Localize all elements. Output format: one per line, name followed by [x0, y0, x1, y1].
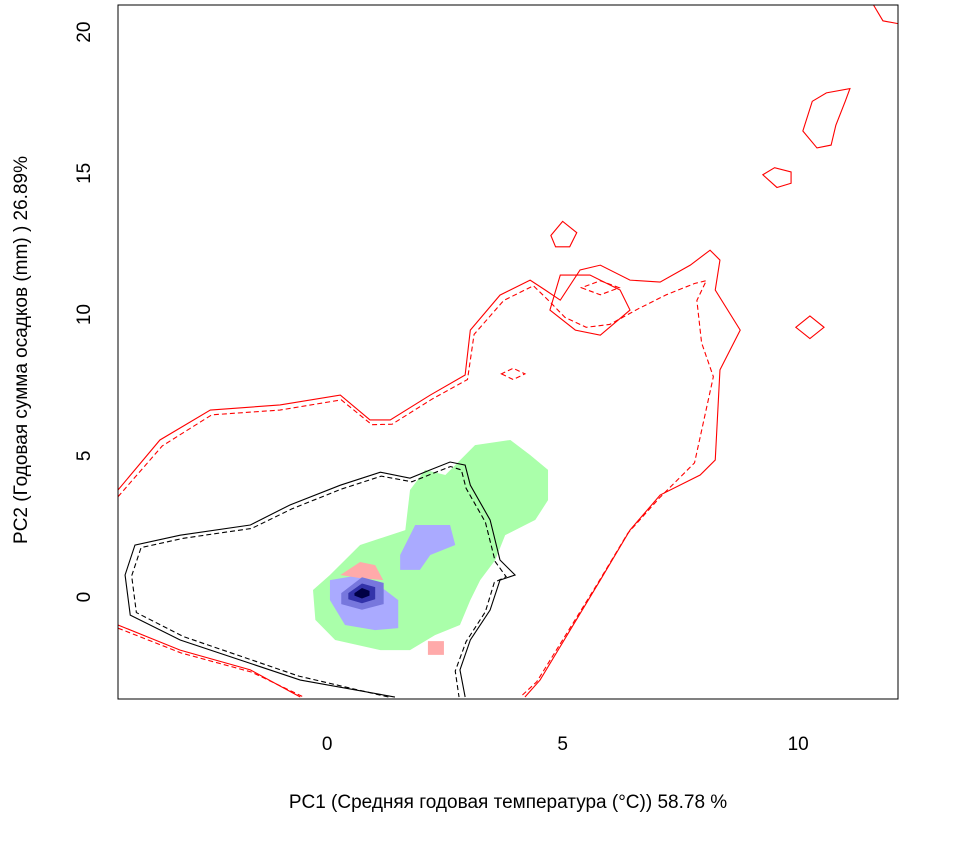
contour-line	[118, 627, 304, 698]
contour-line	[761, 167, 792, 189]
y-tick-label: 5	[74, 451, 95, 462]
contour-line	[118, 249, 741, 698]
y-axis-label: PC2 (Годовая сумма осадков (mm) ) 26.89%	[11, 156, 32, 544]
contour-line	[873, 5, 898, 25]
x-tick-label: 5	[557, 734, 568, 755]
y-tick-label: 20	[74, 22, 95, 43]
contour-line	[118, 624, 301, 698]
contour-line	[549, 274, 631, 336]
contour-line	[802, 87, 851, 149]
contour-line	[131, 465, 507, 698]
contour-line	[500, 367, 527, 381]
density-area	[340, 562, 384, 581]
y-tick-label: 10	[74, 304, 95, 325]
y-tick-label: 0	[74, 592, 95, 603]
x-tick-label: 0	[322, 734, 333, 755]
density-area	[400, 525, 456, 570]
contour-line	[794, 315, 825, 340]
density-area	[427, 641, 444, 655]
plot-frame	[117, 4, 899, 700]
contour-line	[550, 220, 578, 248]
y-tick-label: 15	[74, 163, 95, 184]
contour-line	[124, 461, 517, 698]
x-axis-label: PC1 (Средняя годовая температура (°C)) 5…	[289, 792, 727, 813]
contour-line	[579, 280, 621, 296]
contour-line	[118, 279, 714, 698]
plot-area	[118, 5, 898, 698]
density-area	[354, 587, 370, 599]
x-tick-label: 10	[788, 734, 809, 755]
